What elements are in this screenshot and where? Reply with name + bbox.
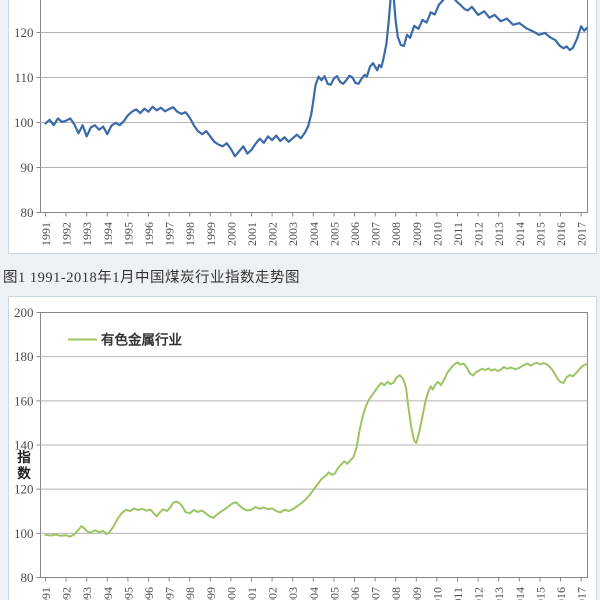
x-tick-label: 2011 [451,587,465,600]
x-tick-label: 1992 [60,587,74,600]
x-tick-label: 2010 [430,587,444,600]
x-tick-label: 1994 [101,222,115,246]
x-tick-label: 2004 [307,587,321,600]
x-tick-label: 2009 [410,222,424,246]
y-axis-title: 指 [17,449,31,465]
x-tick-label: 2011 [451,222,465,246]
x-tick-label: 2002 [266,587,280,600]
x-tick-label: 1995 [121,587,135,600]
y-tick-label: 120 [14,25,34,40]
x-tick-label: 2007 [369,222,383,246]
x-tick-label: 1997 [163,587,177,600]
x-tick-label: 1994 [101,587,115,600]
x-tick-label: 2012 [472,587,486,600]
y-tick-label: 120 [14,482,34,497]
x-tick-label: 2014 [513,222,527,246]
x-tick-label: 2015 [533,222,547,246]
y-axis-title: 数 [17,465,31,481]
x-tick-label: 2009 [410,587,424,600]
x-tick-label: 2006 [348,587,362,600]
y-tick-label: 110 [14,70,33,85]
coal-index-chart: 1301201101009080199119921993199419951996… [8,0,597,254]
x-tick-label: 2001 [245,587,259,600]
x-tick-label: 2017 [575,587,589,600]
figure-caption: 图1 1991-2018年1月中国煤炭行业指数走势图 [3,270,300,286]
x-tick-label: 2008 [389,587,403,600]
x-tick-label: 2010 [430,222,444,246]
x-tick-label: 2013 [492,222,506,246]
x-tick-label: 2005 [327,587,341,600]
y-tick-label: 100 [14,526,34,541]
series-line [44,0,588,158]
x-tick-label: 2012 [472,222,486,246]
x-tick-label: 2003 [286,222,300,246]
x-tick-label: 2000 [224,222,238,246]
plot-area [40,0,588,213]
x-tick-label: 2008 [389,222,403,246]
nonferrous-metals-chart: 200 180 160 140 120 100 80 1991 1992 1993 1994 1995… [8,296,597,600]
y-tick-label: 160 [14,393,34,408]
x-tick-label: 2015 [533,587,547,600]
x-tick-label: 1991 [39,587,53,600]
series-line [44,361,588,538]
x-tick-label: 2006 [348,222,362,246]
y-tick-label: 200 [14,305,34,320]
x-tick-label: 2003 [286,587,300,600]
x-tick-label: 1996 [142,222,156,246]
y-tick-label: 140 [14,438,34,453]
x-tick-label: 2000 [224,587,238,600]
y-tick-label: 100 [14,115,34,130]
x-tick-label: 2005 [327,222,341,246]
x-tick-label: 2013 [492,587,506,600]
x-tick-label: 2014 [513,587,527,600]
x-tick-label: 1993 [80,587,94,600]
x-tick-label: 2004 [307,222,321,246]
x-tick-label: 2016 [554,222,568,246]
x-tick-label: 2007 [369,587,383,600]
y-tick-label: 90 [21,160,34,175]
x-tick-label: 1998 [183,222,197,246]
x-tick-label: 1998 [183,587,197,600]
x-tick-label: 1996 [142,587,156,600]
x-tick-label: 2001 [245,222,259,246]
x-tick-label: 1991 [39,222,53,246]
x-tick-label: 1999 [204,222,218,246]
x-tick-label: 2002 [266,222,280,246]
legend-label: 有色金属行业 [101,332,182,348]
x-tick-label: 1992 [60,222,74,246]
y-tick-label: 80 [21,205,34,220]
x-tick-label: 1995 [121,222,135,246]
y-tick-label: 180 [14,349,34,364]
x-tick-label: 1999 [204,587,218,600]
y-tick-label: 80 [21,570,34,585]
x-tick-label: 2016 [554,587,568,600]
x-tick-label: 2017 [575,222,589,246]
x-tick-label: 1993 [80,222,94,246]
x-tick-label: 1997 [163,222,177,246]
